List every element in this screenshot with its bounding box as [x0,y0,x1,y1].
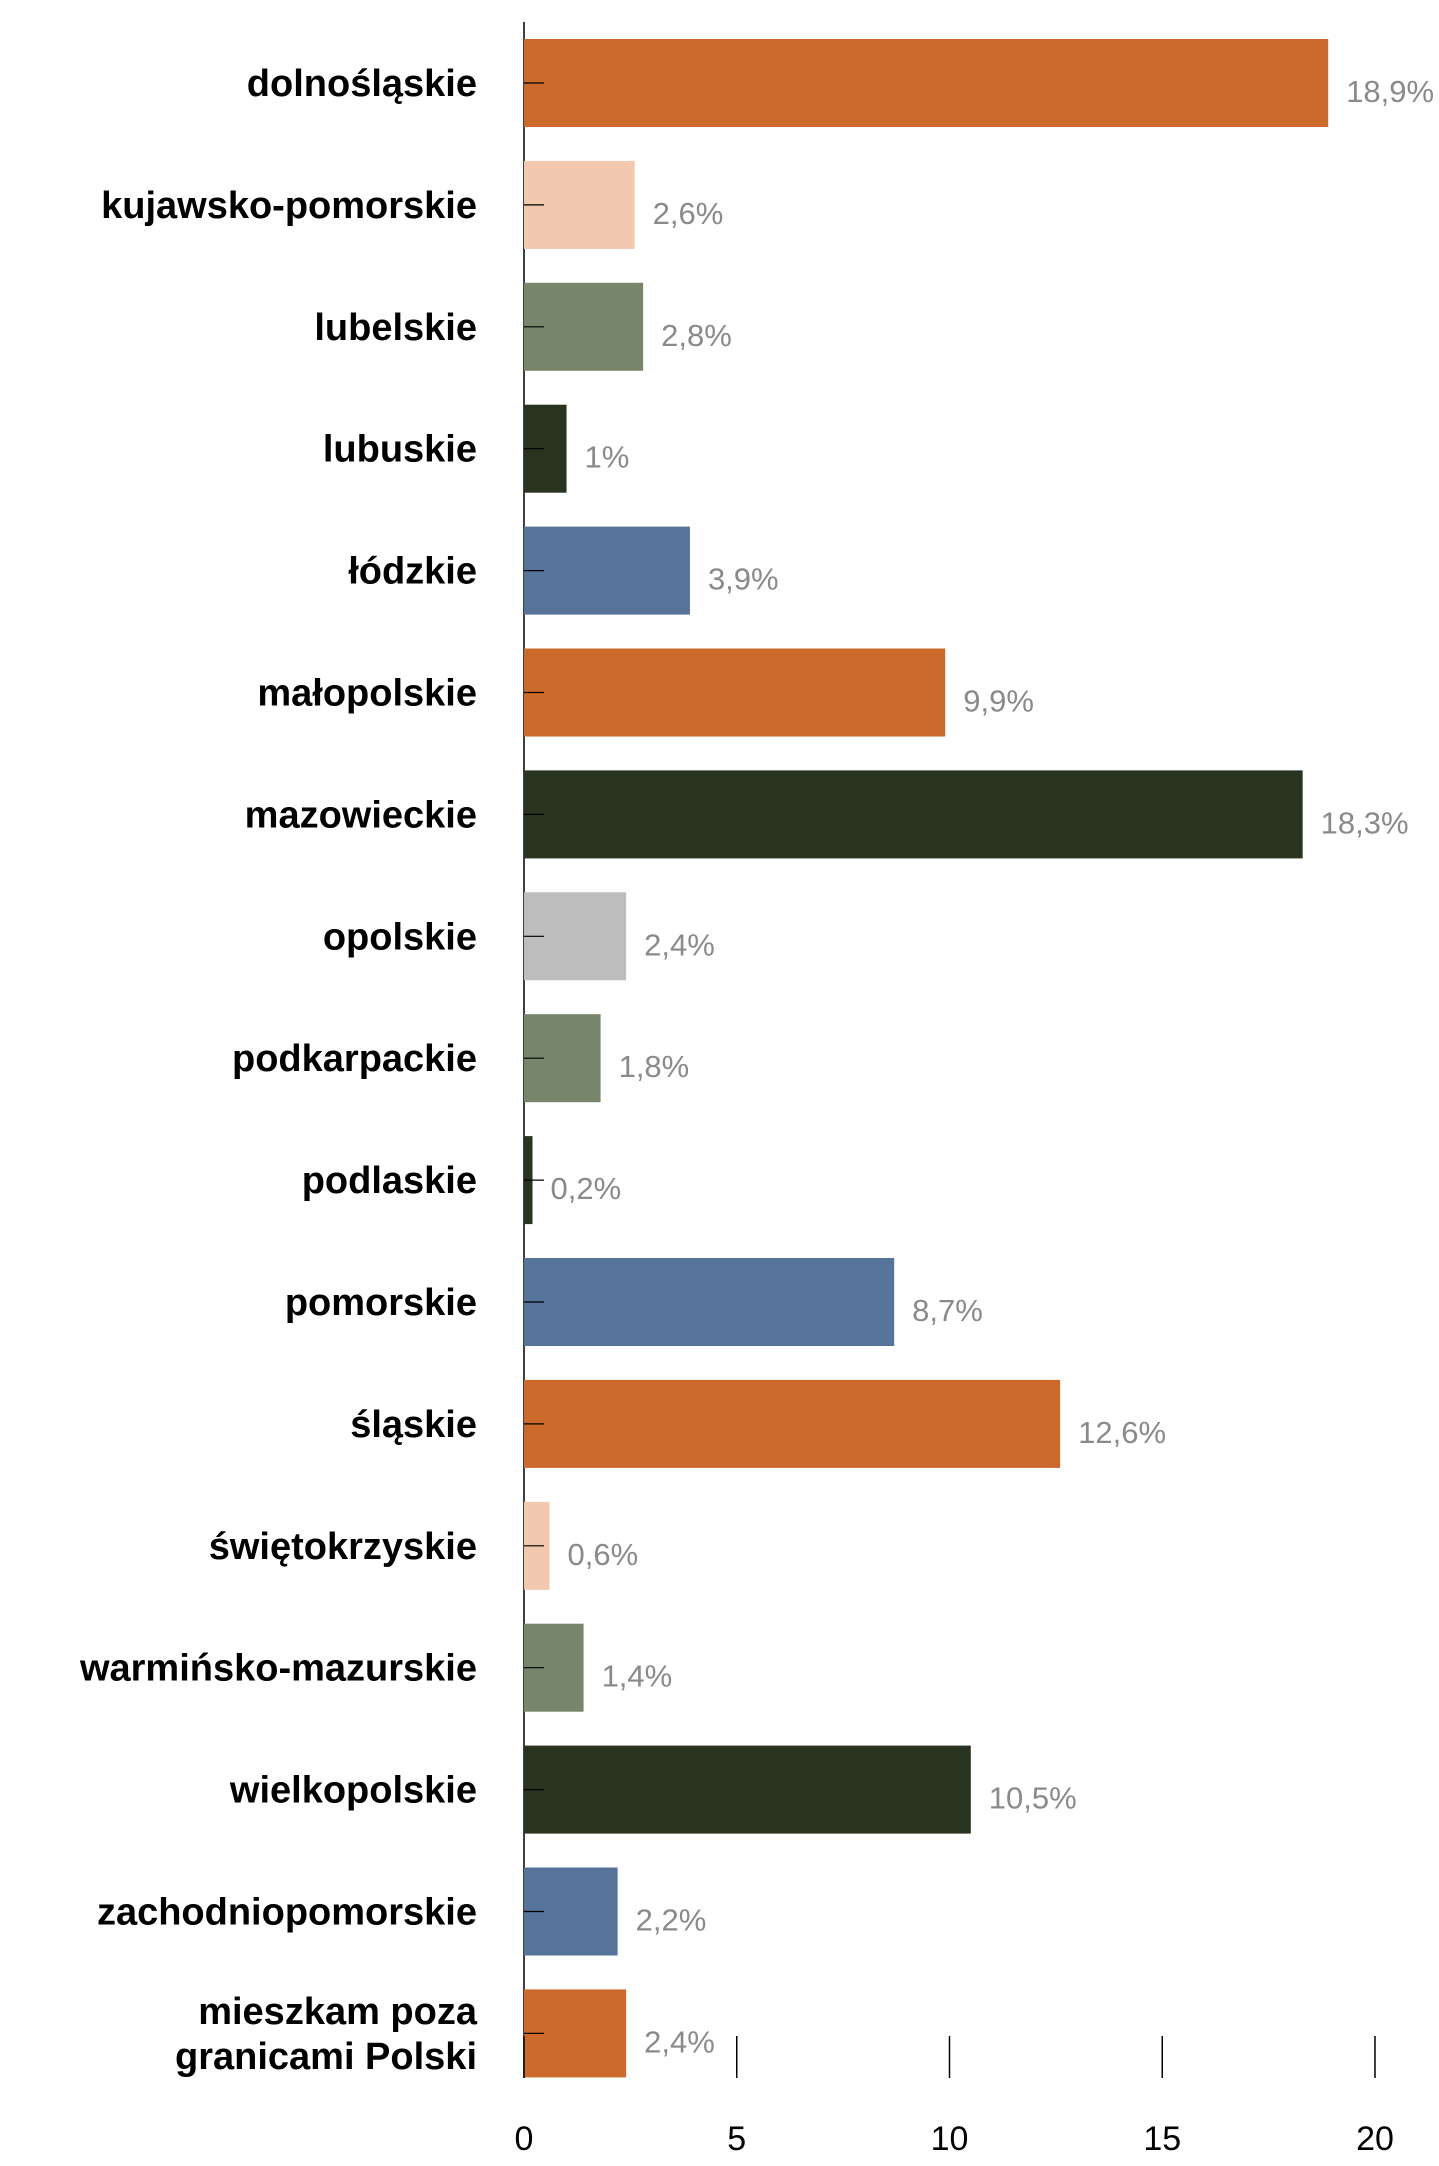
value-label: 1,8% [619,1049,690,1084]
value-label: 18,3% [1321,805,1409,840]
value-label: 0,6% [568,1537,639,1572]
value-label: 9,9% [963,684,1034,719]
bar [524,1379,1061,1468]
category-label: podkarpackie [232,1038,477,1080]
category-label: granicami Polski [175,2036,477,2078]
bar [524,39,1329,127]
x-tick-label: 0 [515,2120,534,2158]
category-label: świętokrzyskie [209,1526,477,1568]
bar [524,648,946,737]
category-label: małopolskie [257,673,477,715]
value-label: 2,4% [644,2024,715,2059]
bar [524,1258,895,1346]
x-tick-label: 10 [931,2120,969,2158]
value-label: 3,9% [708,562,779,597]
category-label: warmińsko-mazurskie [79,1648,477,1690]
category-label: śląskie [350,1404,477,1446]
category-label: opolskie [323,916,477,958]
value-label: 10,5% [989,1781,1077,1816]
value-label: 1,4% [602,1659,673,1694]
x-tick-label: 20 [1356,2120,1394,2158]
category-label: mazowieckie [245,794,477,836]
value-label: 2,6% [653,196,724,231]
value-label: 0,2% [551,1171,622,1206]
value-label: 8,7% [912,1293,983,1328]
value-label: 2,2% [636,1903,707,1938]
category-label: lubelskie [314,307,477,349]
value-label: 12,6% [1078,1415,1166,1450]
x-tick-label: 5 [727,2120,746,2158]
x-tick-label: 15 [1143,2120,1181,2158]
bar [524,1745,971,1834]
value-label: 18,9% [1346,74,1434,109]
category-label: lubuskie [323,429,477,471]
bar [524,526,690,615]
category-label: podlaskie [302,1160,477,1202]
value-label: 1% [585,440,630,475]
value-label: 2,8% [661,318,732,353]
category-label: dolnośląskie [247,63,477,105]
category-label: wielkopolskie [229,1770,477,1812]
category-label: pomorskie [285,1282,477,1324]
category-label: łódzkie [348,551,477,593]
bar [524,770,1303,859]
category-label: kujawsko-pomorskie [101,185,477,227]
category-label: zachodniopomorskie [97,1892,477,1934]
value-label: 2,4% [644,927,715,962]
category-label: mieszkam poza [198,1991,478,2033]
